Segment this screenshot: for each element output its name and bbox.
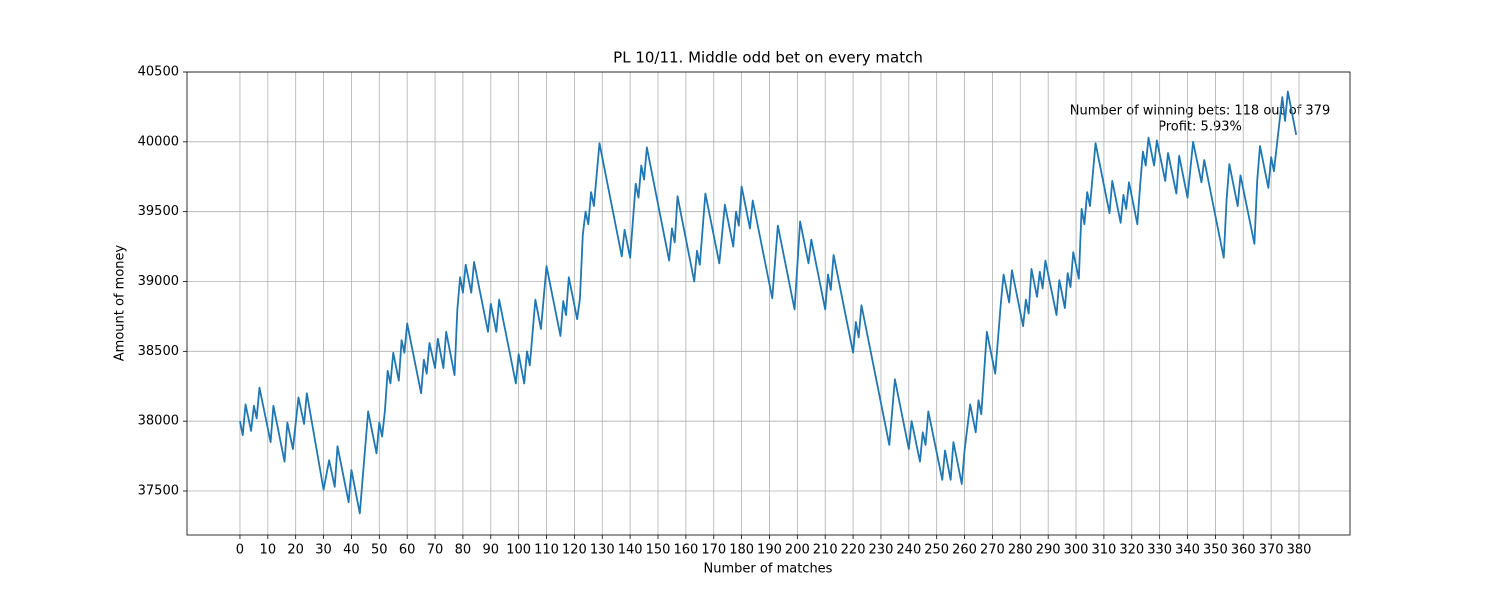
x-tick-label: 300	[1064, 543, 1089, 558]
x-tick-label: 240	[896, 543, 921, 558]
x-tick-label: 100	[506, 543, 531, 558]
annotation: Profit: 5.93%	[1158, 120, 1242, 135]
x-tick-label: 50	[371, 543, 388, 558]
x-tick-label: 140	[618, 543, 643, 558]
y-tick-label: 39000	[138, 274, 179, 289]
x-tick-label: 130	[590, 543, 615, 558]
x-tick-label: 180	[729, 543, 754, 558]
y-tick-label: 38000	[138, 414, 179, 429]
x-tick-label: 190	[757, 543, 782, 558]
x-tick-label: 220	[841, 543, 866, 558]
x-tick-label: 290	[1036, 543, 1061, 558]
x-tick-label: 110	[534, 543, 559, 558]
y-tick-label: 39500	[138, 204, 179, 219]
x-tick-label: 230	[869, 543, 894, 558]
x-tick-label: 340	[1175, 543, 1200, 558]
x-tick-label: 250	[924, 543, 949, 558]
x-tick-label: 200	[785, 543, 810, 558]
x-tick-label: 330	[1147, 543, 1172, 558]
y-tick-label: 40500	[138, 65, 179, 80]
x-tick-label: 320	[1119, 543, 1144, 558]
x-tick-label: 80	[455, 543, 472, 558]
x-tick-label: 350	[1203, 543, 1228, 558]
x-tick-label: 90	[483, 543, 500, 558]
x-tick-label: 210	[813, 543, 838, 558]
x-tick-label: 30	[315, 543, 332, 558]
x-tick-label: 10	[260, 543, 277, 558]
line	[239, 90, 1298, 515]
x-tick-label: 120	[562, 543, 587, 558]
x-tick-label: 70	[427, 543, 444, 558]
x-tick-label: 170	[701, 543, 726, 558]
y-axis-label: Amount of money	[113, 244, 128, 361]
x-tick-label: 270	[980, 543, 1005, 558]
x-tick-label: 60	[399, 543, 416, 558]
x-tick-label: 20	[287, 543, 304, 558]
x-tick-label: 360	[1231, 543, 1256, 558]
x-tick-label: 380	[1287, 543, 1312, 558]
plot-frame	[186, 71, 1351, 536]
x-tick-label: 310	[1091, 543, 1116, 558]
x-tick-label: 150	[646, 543, 671, 558]
x-tick-label: 370	[1259, 543, 1284, 558]
x-tick-label: 160	[673, 543, 698, 558]
x-tick-label: 280	[1008, 543, 1033, 558]
y-tick-label: 37500	[138, 484, 179, 499]
x-tick-label: 260	[952, 543, 977, 558]
y-tick-label: 40000	[138, 134, 179, 149]
x-axis-label: Number of matches	[704, 562, 833, 577]
chart-title: PL 10/11. Middle odd bet on every match	[613, 49, 923, 67]
x-tick-label: 0	[236, 543, 244, 558]
annotation: Number of winning bets: 118 out of 379	[1070, 104, 1330, 119]
y-tick-label: 38500	[138, 344, 179, 359]
x-tick-label: 40	[343, 543, 360, 558]
